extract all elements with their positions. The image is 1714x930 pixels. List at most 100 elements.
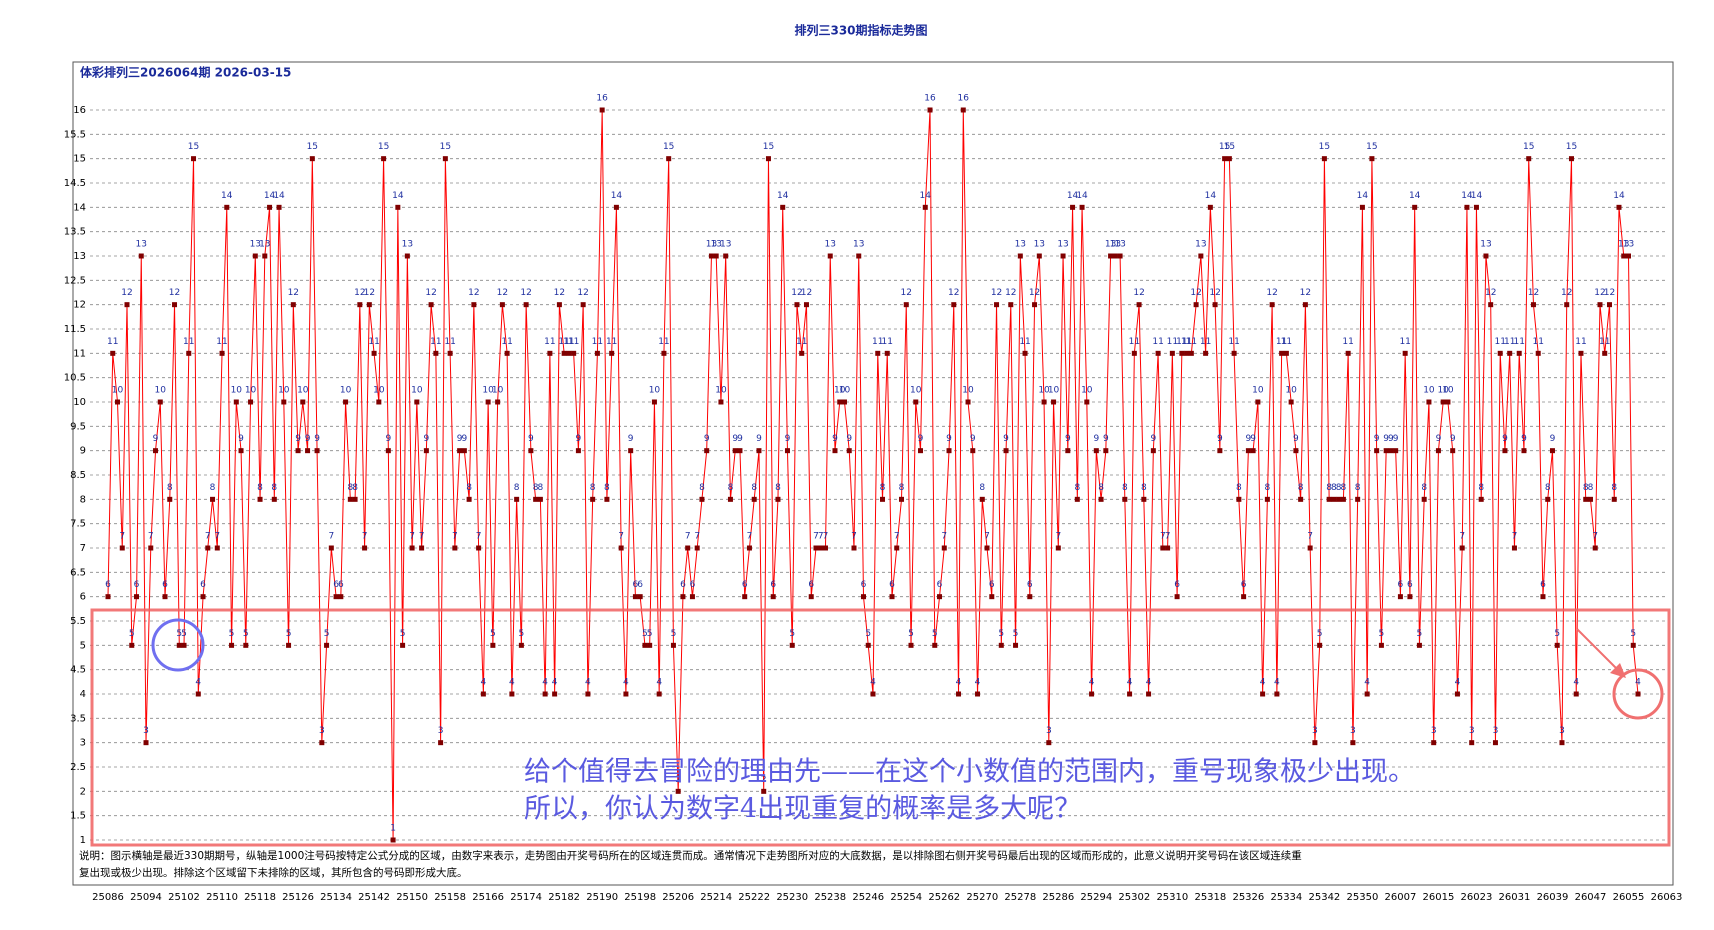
value-label: 13 (136, 240, 147, 250)
point-marker (1302, 302, 1308, 308)
point-marker (1407, 594, 1413, 600)
value-label: 12 (497, 288, 508, 298)
value-label: 6 (338, 580, 344, 590)
value-label: 13 (1618, 240, 1629, 250)
point-marker (732, 448, 738, 454)
point-marker (1089, 691, 1095, 697)
x-tick-label: 25350 (1347, 892, 1379, 903)
point-marker (780, 204, 786, 210)
value-label: 7 (476, 532, 482, 542)
y-tick-label: 14 (73, 202, 86, 213)
footnote: 说明：图示横轴是最近330期期号，纵轴是1000注号码按特定公式分成的区域，由数… (79, 849, 1302, 862)
value-label: 7 (1165, 532, 1171, 542)
point-marker (979, 496, 985, 502)
point-marker (761, 788, 767, 794)
y-tick-label: 6.5 (70, 567, 86, 578)
point-marker (276, 204, 282, 210)
value-label: 10 (1442, 386, 1454, 396)
y-tick-label: 2 (80, 786, 86, 797)
point-marker (751, 496, 757, 502)
point-marker (1540, 594, 1546, 600)
value-label: 5 (1554, 629, 1560, 639)
value-label: 9 (1550, 434, 1556, 444)
point-marker (1511, 545, 1517, 551)
point-marker (975, 691, 981, 697)
x-tick-label: 25166 (472, 892, 504, 903)
point-marker (309, 156, 315, 162)
x-tick-label: 25126 (282, 892, 314, 903)
value-label: 3 (1312, 726, 1318, 736)
value-label: 6 (937, 580, 943, 590)
point-marker (200, 594, 206, 600)
point-marker (642, 642, 648, 648)
value-label: 12 (948, 288, 959, 298)
arrow-line (1576, 628, 1621, 673)
point-marker (965, 399, 971, 405)
point-marker (376, 399, 382, 405)
point-marker (176, 642, 182, 648)
point-marker (841, 399, 847, 405)
chart-frame (72, 61, 1674, 886)
point-marker (880, 496, 886, 502)
point-marker (238, 448, 244, 454)
point-marker (1587, 496, 1593, 502)
x-tick-label: 25134 (320, 892, 352, 903)
point-marker (1611, 496, 1617, 502)
point-marker (205, 545, 211, 551)
point-marker (433, 350, 439, 356)
point-marker (1592, 545, 1598, 551)
value-label: 10 (839, 386, 851, 396)
value-label: 9 (1374, 434, 1380, 444)
point-marker (637, 594, 643, 600)
point-marker (922, 204, 928, 210)
point-marker (404, 253, 410, 259)
value-label: 7 (1592, 532, 1598, 542)
point-marker (1293, 448, 1299, 454)
value-label: 5 (671, 629, 677, 639)
value-label: 10 (1437, 386, 1449, 396)
point-marker (1317, 642, 1323, 648)
value-label: 12 (1005, 288, 1016, 298)
point-marker (552, 691, 558, 697)
point-marker (1207, 204, 1213, 210)
point-marker (1454, 691, 1460, 697)
value-label: 4 (1573, 678, 1579, 688)
value-label: 5 (129, 629, 135, 639)
value-label: 6 (808, 580, 814, 590)
value-label: 8 (775, 483, 781, 493)
value-label: 8 (1298, 483, 1304, 493)
value-label: 3 (438, 726, 444, 736)
point-marker (1445, 399, 1451, 405)
value-label: 6 (637, 580, 643, 590)
y-tick-label: 3 (80, 738, 86, 749)
value-label: 8 (1122, 483, 1128, 493)
value-label: 5 (519, 629, 525, 639)
point-marker (352, 496, 358, 502)
point-marker (1383, 448, 1389, 454)
x-tick-label: 25142 (358, 892, 390, 903)
point-marker (1545, 496, 1551, 502)
value-label: 9 (732, 434, 738, 444)
value-label: 14 (1409, 191, 1421, 201)
value-label: 4 (1127, 678, 1133, 688)
point-marker (1350, 740, 1356, 746)
value-label: 12 (901, 288, 912, 298)
point-marker (784, 448, 790, 454)
point-marker (167, 496, 173, 502)
point-marker (1245, 448, 1251, 454)
point-marker (1559, 740, 1565, 746)
value-label: 3 (1469, 726, 1475, 736)
point-marker (661, 350, 667, 356)
value-label: 11 (1494, 337, 1505, 347)
point-marker (400, 642, 406, 648)
point-marker (385, 448, 391, 454)
value-label: 4 (623, 678, 629, 688)
value-label: 8 (751, 483, 757, 493)
point-marker (794, 302, 800, 308)
value-label: 5 (229, 629, 235, 639)
value-label: 6 (742, 580, 748, 590)
point-marker (799, 350, 805, 356)
value-label: 14 (1076, 191, 1088, 201)
value-label: 8 (699, 483, 705, 493)
value-label: 8 (352, 483, 358, 493)
